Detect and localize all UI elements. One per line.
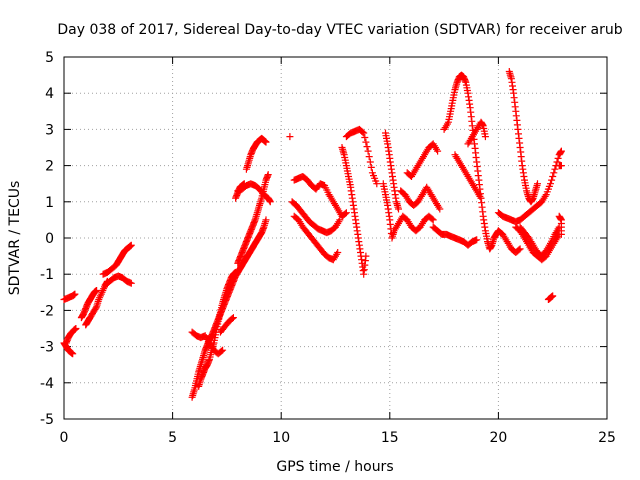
x-axis-label: GPS time / hours [276, 459, 393, 475]
data-point [359, 128, 367, 136]
data-point [548, 176, 556, 184]
data-point [93, 287, 101, 294]
data-point [127, 241, 135, 249]
y-tick-label: 2 [45, 159, 54, 175]
data-point [72, 325, 80, 332]
axis-ticks [63, 56, 608, 420]
data-point [360, 129, 368, 137]
y-tick-label: 4 [45, 86, 54, 102]
y-tick-label: -2 [40, 303, 54, 319]
data-point [362, 252, 370, 260]
data-point [428, 215, 436, 223]
data-point [366, 158, 374, 166]
data-point [286, 133, 294, 141]
data-point [547, 180, 554, 188]
data-point [534, 180, 541, 188]
data-point [557, 230, 565, 238]
data-point [262, 216, 270, 224]
y-tick-label: -4 [40, 376, 54, 392]
data-point [550, 169, 558, 177]
x-tick-label: 15 [381, 430, 399, 446]
data-point [229, 314, 237, 322]
data-point [557, 162, 565, 170]
data-point [557, 215, 565, 223]
data-point [219, 346, 227, 354]
data-point [436, 205, 444, 213]
data-point [336, 216, 344, 224]
data-point [232, 268, 240, 276]
data-point [361, 134, 369, 141]
x-tick-label: 20 [489, 430, 507, 446]
chart-title: Day 038 of 2017, Sidereal Day-to-day VTE… [57, 22, 622, 38]
y-tick-label: 1 [45, 195, 54, 211]
data-point [429, 216, 437, 224]
y-tick-label: 5 [45, 50, 54, 66]
data-point [71, 290, 79, 298]
data-point [473, 236, 481, 244]
y-tick-label: -5 [40, 412, 54, 428]
data-point [69, 350, 77, 358]
x-tick-label: 0 [60, 430, 69, 446]
data-point [127, 279, 135, 287]
data-point [554, 154, 562, 162]
data-point [557, 148, 565, 156]
data-point [264, 171, 272, 179]
data-point [334, 249, 342, 256]
data-point [481, 133, 489, 141]
data-point [262, 138, 270, 146]
data-point [551, 165, 559, 173]
data-point [363, 143, 371, 151]
data-point [342, 209, 350, 217]
data-points [60, 68, 565, 401]
data-point [549, 292, 557, 300]
x-tick-label: 25 [598, 430, 616, 446]
data-point [365, 153, 373, 161]
data-point [515, 246, 523, 254]
data-point [434, 147, 442, 155]
data-point [516, 144, 524, 151]
data-point [557, 147, 565, 155]
data-point [373, 180, 381, 188]
data-point [362, 138, 370, 146]
x-tick-label: 10 [272, 430, 290, 446]
data-point [512, 112, 520, 120]
data-point [228, 315, 236, 322]
y-tick-label: -1 [40, 267, 54, 283]
y-tick-label: 0 [45, 231, 54, 247]
y-axis-label: SDTVAR / TECUs [7, 181, 23, 296]
data-point [92, 304, 100, 312]
x-tick-label: 5 [168, 430, 177, 446]
data-point [510, 94, 518, 102]
data-point [341, 210, 349, 218]
data-point [266, 198, 274, 206]
data-point [364, 147, 372, 155]
data-point [519, 165, 527, 173]
data-point [395, 205, 402, 213]
data-point [240, 180, 248, 188]
y-tick-labels: -5 -4 -3 -2 -1 0 1 2 3 4 5 [40, 50, 54, 428]
data-point [516, 245, 524, 253]
data-point [553, 158, 561, 166]
y-tick-label: 3 [45, 122, 54, 138]
data-point [218, 347, 225, 355]
data-point [477, 194, 485, 202]
y-tick-label: -3 [40, 340, 54, 356]
x-tick-labels: 0 5 10 15 20 25 [60, 430, 616, 446]
data-point [367, 163, 375, 171]
data-point [549, 173, 557, 180]
